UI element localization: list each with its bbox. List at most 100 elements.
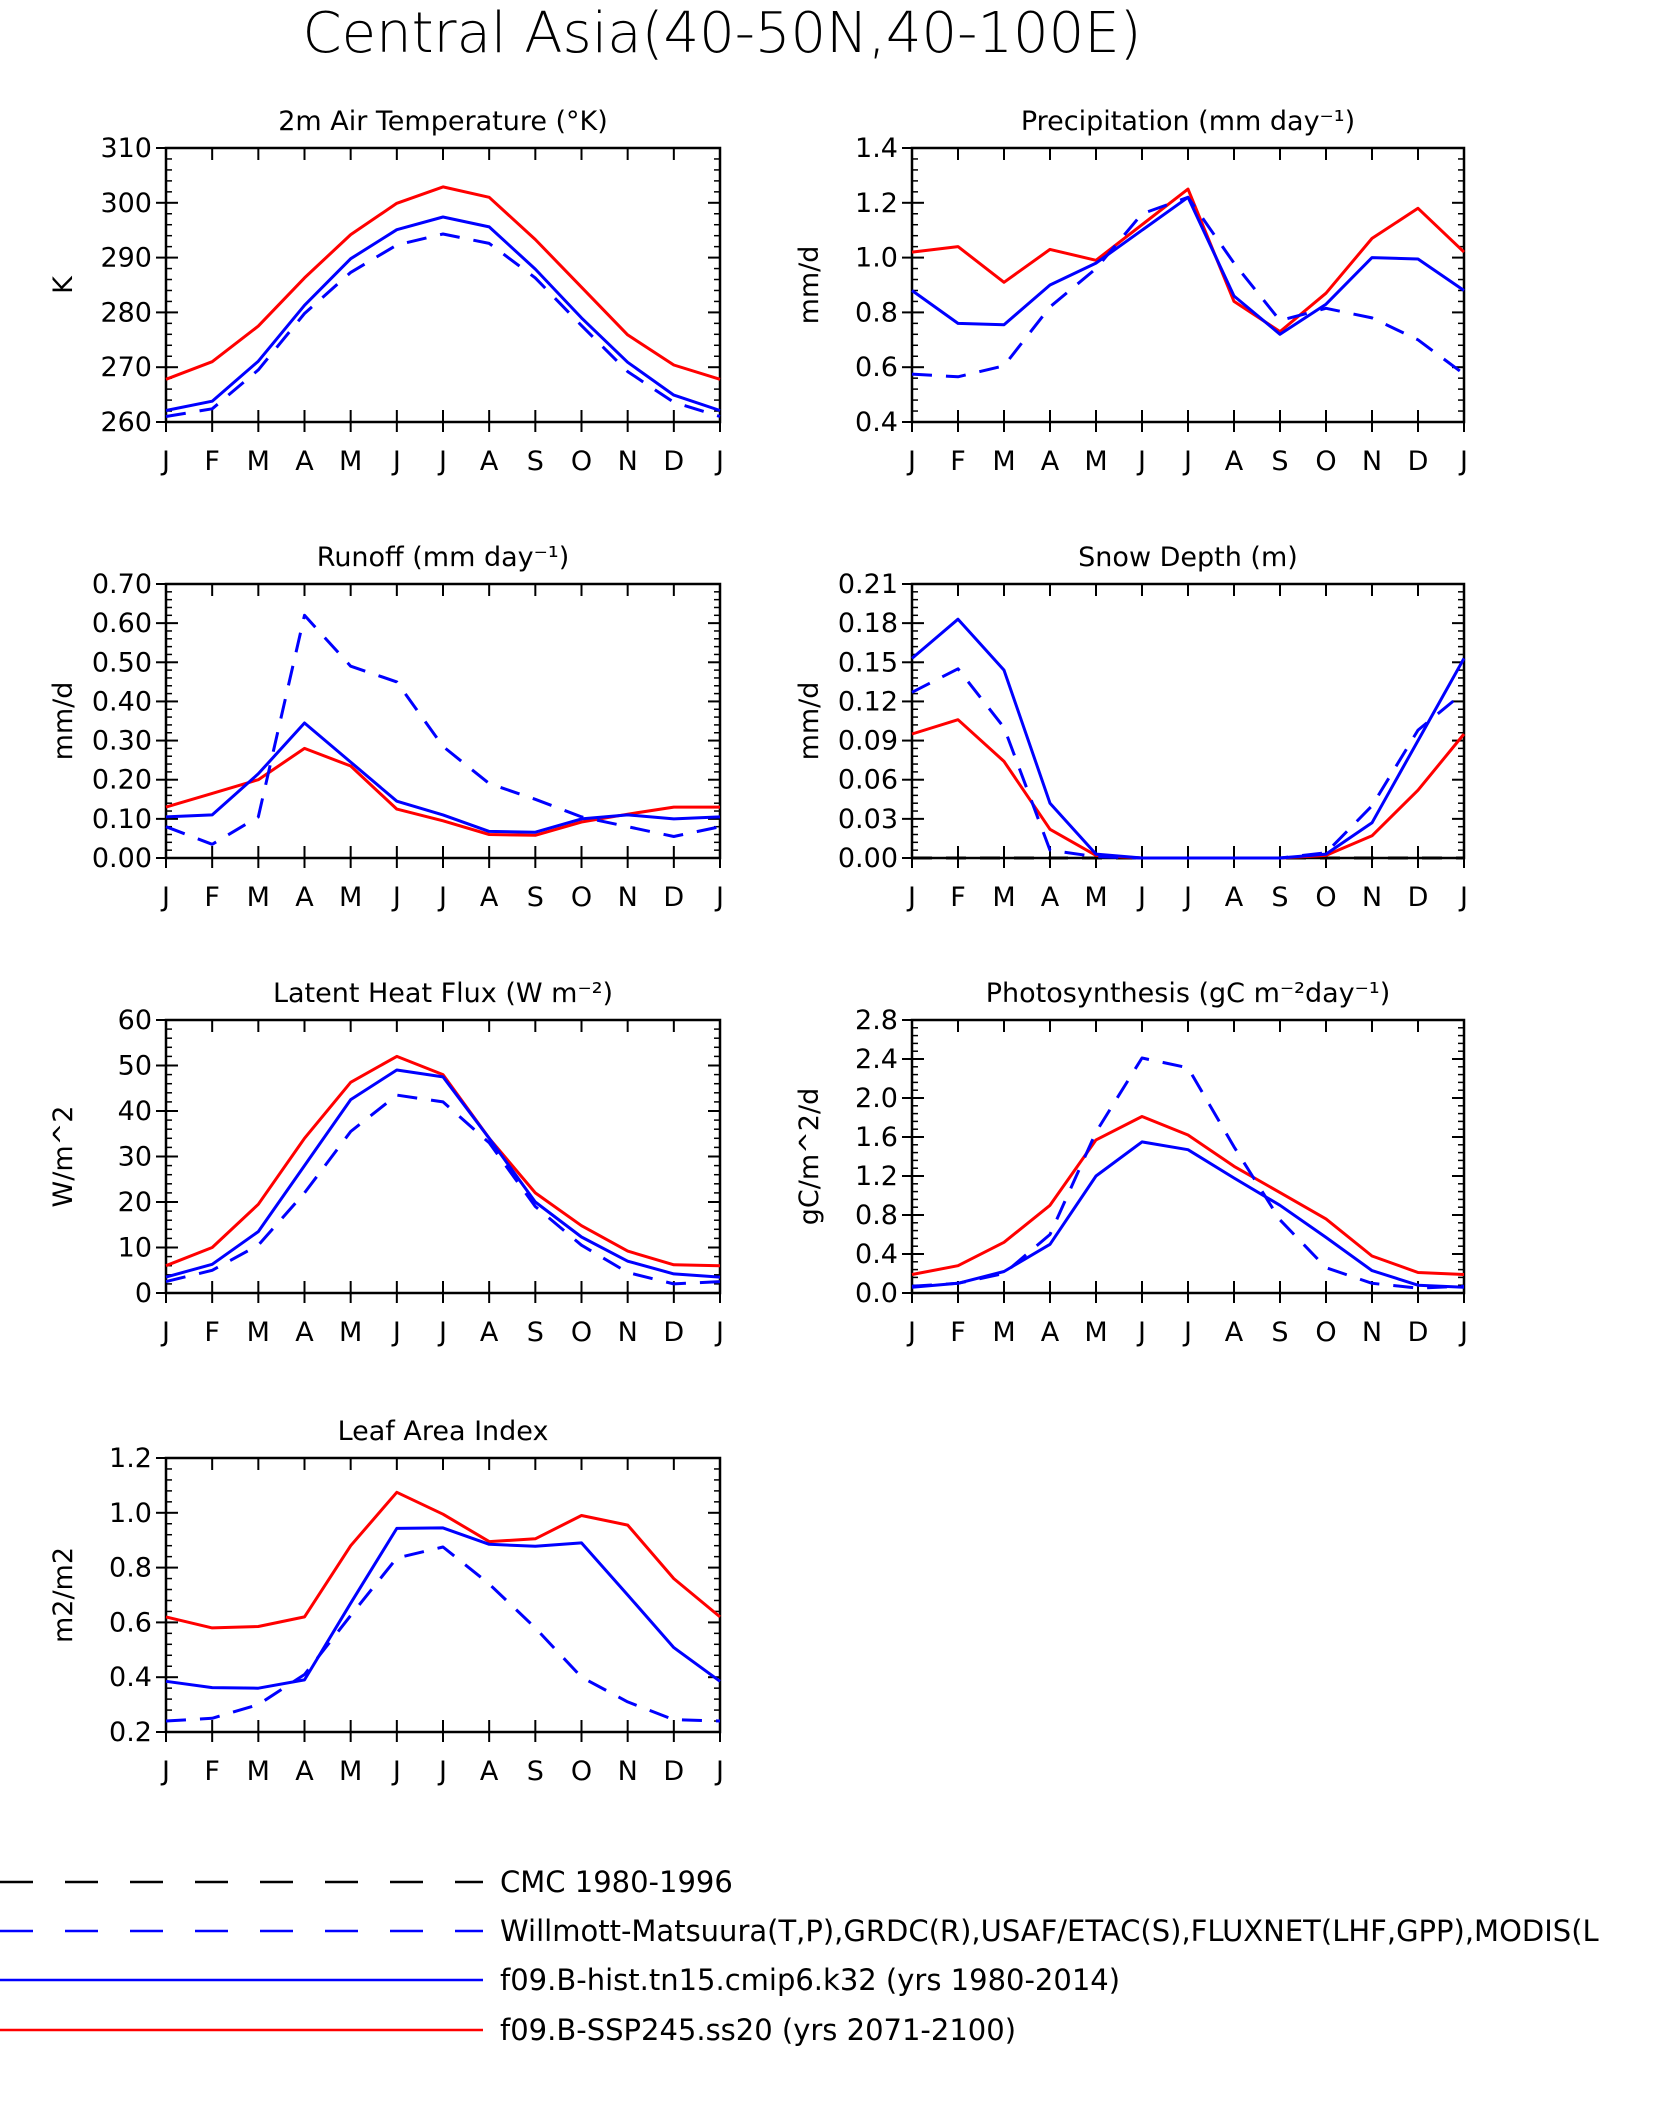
series-line	[165, 1093, 721, 1286]
x-tick-label: N	[618, 446, 638, 477]
x-tick-label: A	[1225, 1317, 1244, 1348]
x-tick-label: F	[204, 446, 220, 477]
y-axis-label: mm/d	[794, 682, 825, 761]
legend-item: f09.B-hist.tn15.cmip6.k32 (yrs 1980-2014…	[0, 1963, 1120, 1997]
legend: CMC 1980-1996 Willmott-Matsuura(T,P),GRDC…	[0, 1865, 1599, 2047]
x-tick-label: J	[391, 1317, 401, 1348]
x-tick-label: J	[1182, 446, 1192, 477]
x-tick-label: O	[1315, 446, 1336, 477]
x-tick-label: M	[247, 1317, 270, 1348]
y-tick-label: 0.30	[92, 726, 152, 757]
x-tick-label: A	[1041, 446, 1060, 477]
x-tick-label: J	[1182, 882, 1192, 913]
x-tick-label: M	[339, 1317, 362, 1348]
x-tick-label: A	[480, 882, 499, 913]
y-tick-label: 0.00	[838, 843, 898, 874]
x-tick-label: D	[663, 882, 684, 913]
y-tick-label: 280	[100, 297, 152, 328]
y-tick-label: 2.8	[855, 1005, 898, 1036]
x-tick-label: F	[204, 882, 220, 913]
y-tick-label: 0.6	[855, 352, 898, 383]
x-tick-label: J	[714, 1317, 724, 1348]
y-tick-label: 0.10	[92, 804, 152, 835]
y-tick-label: 0.4	[855, 407, 898, 438]
y-tick-label: 0.03	[838, 804, 898, 835]
y-tick-label: 0.40	[92, 686, 152, 717]
x-tick-label: M	[339, 882, 362, 913]
legend-item: Willmott-Matsuura(T,P),GRDC(R),USAF/ETAC…	[0, 1914, 1599, 1948]
x-tick-label: O	[571, 882, 592, 913]
x-tick-label: A	[480, 1317, 499, 1348]
panel-title: Leaf Area Index	[338, 1416, 549, 1447]
series-line	[911, 195, 1465, 379]
x-tick-label: F	[950, 1317, 966, 1348]
y-tick-label: 0	[135, 1278, 152, 1309]
y-tick-label: 1.6	[855, 1122, 898, 1153]
panels: 2m Air Temperature (°K)26027028029030031…	[48, 106, 1468, 1787]
x-tick-label: F	[950, 446, 966, 477]
y-axis-label: gC/m^2/d	[794, 1088, 825, 1225]
x-tick-label: O	[1315, 882, 1336, 913]
legend-item: CMC 1980-1996	[0, 1865, 733, 1899]
y-tick-label: 0.12	[838, 686, 898, 717]
x-tick-label: D	[663, 446, 684, 477]
plot-frame	[164, 1018, 722, 1295]
y-axis-label: mm/d	[794, 246, 825, 325]
series-line	[911, 617, 1466, 860]
x-tick-label: J	[391, 882, 401, 913]
y-tick-label: 0.70	[92, 569, 152, 600]
series-line	[911, 187, 1466, 334]
legend-label: f09.B-hist.tn15.cmip6.k32 (yrs 1980-2014…	[500, 1963, 1120, 1997]
x-tick-label: O	[571, 1317, 592, 1348]
x-tick-label: D	[1408, 1317, 1429, 1348]
y-tick-label: 40	[118, 1096, 152, 1127]
chart-panel-1: 2m Air Temperature (°K) 260 270 280 290 300 31…	[48, 106, 724, 477]
x-tick-label: S	[527, 882, 544, 913]
panel-title: Precipitation (mm day⁻¹)	[1021, 106, 1355, 137]
x-tick-label: J	[391, 446, 401, 477]
y-tick-label: 1.0	[109, 1498, 152, 1529]
x-tick-label: D	[663, 1756, 684, 1787]
y-tick-label: 1.4	[855, 133, 898, 164]
x-tick-label: J	[391, 1756, 401, 1787]
x-tick-label: J	[160, 1756, 170, 1787]
x-tick-label: N	[618, 882, 638, 913]
plot-frame	[164, 146, 722, 424]
x-tick-label: J	[1458, 882, 1468, 913]
x-tick-label: F	[950, 882, 966, 913]
y-tick-label: 2.4	[855, 1044, 898, 1075]
x-tick-label: J	[1458, 446, 1468, 477]
chart-panel-2: Precipitation (mm day⁻¹) 0.4 0.6 0.8 1.0 1.2 1…	[794, 106, 1468, 477]
chart-panel-6: Photosynthesis (gC m⁻²day⁻¹) 0.0 0.4 0.8 1.2…	[794, 978, 1468, 1348]
y-tick-label: 0.15	[838, 647, 898, 678]
panel-title: Photosynthesis (gC m⁻²day⁻¹)	[986, 978, 1390, 1009]
y-tick-label: 1.2	[855, 188, 898, 219]
panel-title: 2m Air Temperature (°K)	[278, 106, 608, 137]
y-tick-label: 20	[118, 1187, 152, 1218]
series-line	[911, 1140, 1465, 1289]
x-tick-label: M	[1084, 446, 1107, 477]
legend-item: f09.B-SSP245.ss20 (yrs 2071-2100)	[0, 2013, 1016, 2047]
x-tick-label: M	[339, 1756, 362, 1787]
plot-frame	[910, 582, 1466, 860]
x-tick-label: N	[618, 1756, 638, 1787]
x-tick-label: M	[992, 882, 1015, 913]
x-tick-label: A	[480, 446, 499, 477]
y-tick-label: 2.0	[855, 1083, 898, 1114]
chart-panel-3: Runoff (mm day⁻¹) 0.00 0.10 0.20 0.30 0.40 0.5…	[48, 542, 724, 913]
y-tick-label: 0.6	[109, 1607, 152, 1638]
series-line	[165, 1054, 721, 1268]
x-tick-label: J	[906, 446, 916, 477]
x-tick-label: J	[1182, 1317, 1192, 1348]
x-tick-label: J	[1136, 882, 1146, 913]
y-tick-label: 0.50	[92, 647, 152, 678]
series-line	[911, 1056, 1465, 1290]
series-line	[165, 1068, 721, 1279]
y-tick-label: 0.4	[109, 1662, 152, 1693]
y-tick-label: 0.09	[838, 726, 898, 757]
y-tick-label: 270	[100, 352, 152, 383]
x-tick-label: F	[204, 1317, 220, 1348]
